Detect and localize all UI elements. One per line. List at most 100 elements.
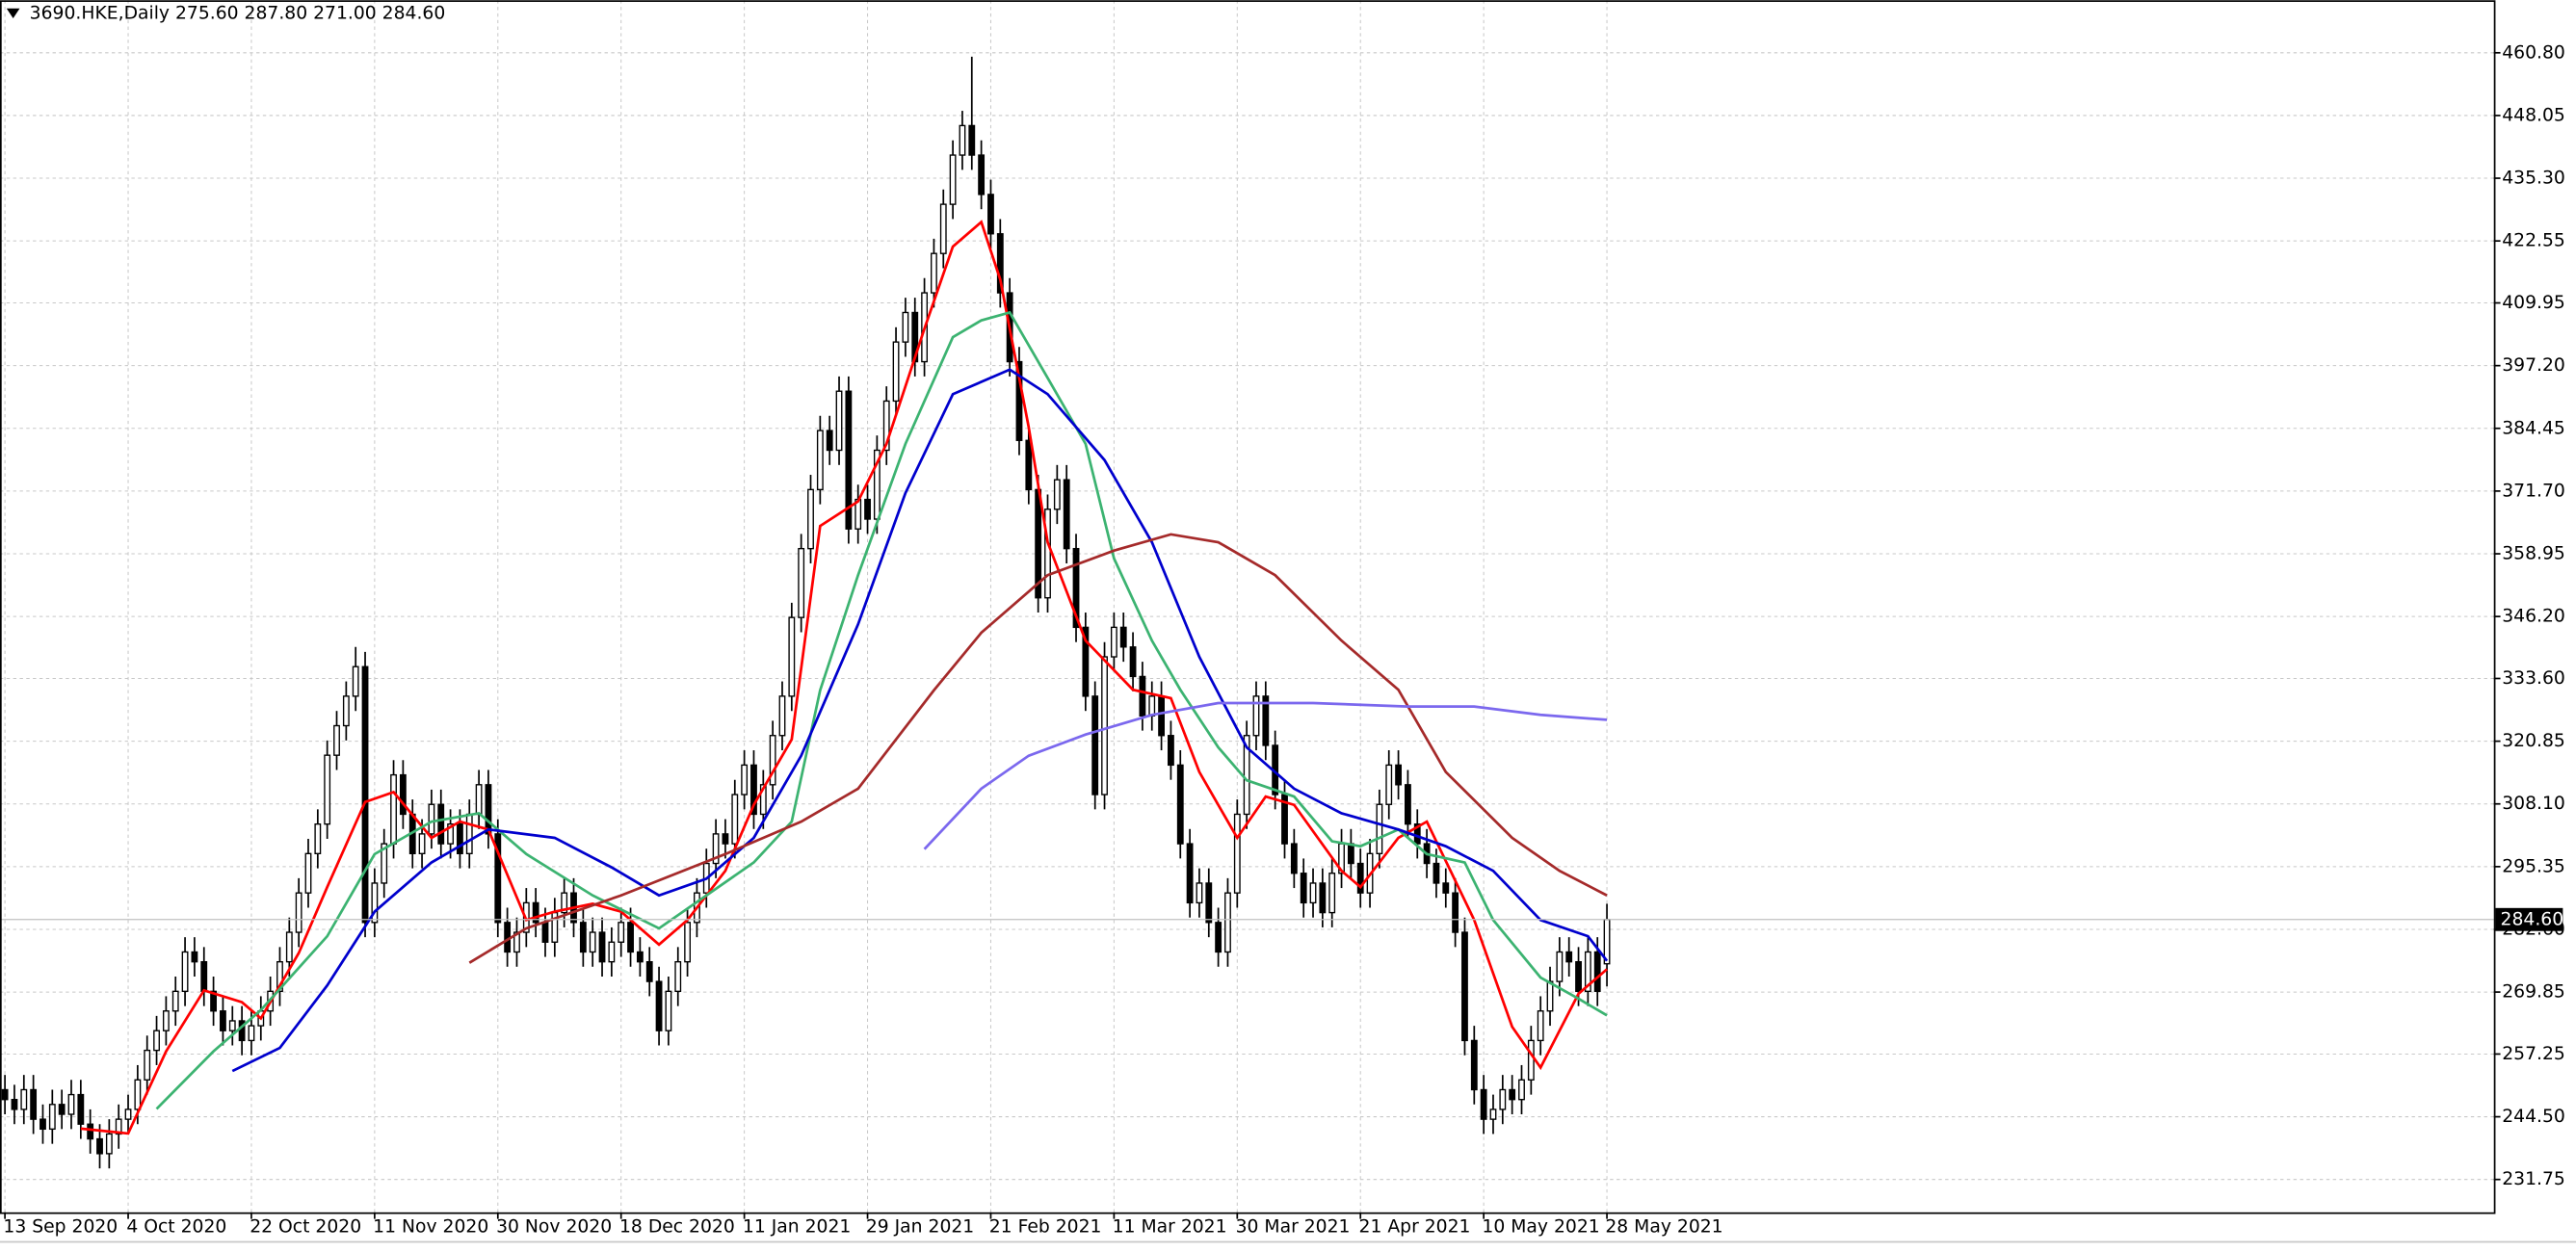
candle-body [996, 233, 1004, 294]
candle-body [144, 1049, 151, 1081]
candle-body [722, 833, 729, 845]
candle-body [1405, 784, 1411, 825]
candle-body [589, 931, 596, 953]
candle-body [494, 833, 502, 924]
candle-body [769, 735, 776, 786]
candle-body [864, 498, 871, 520]
candle-body [968, 124, 976, 156]
y-tick-label: 257.25 [2502, 1044, 2565, 1064]
candle-body [276, 961, 283, 993]
candle-body [1205, 882, 1213, 924]
candle-body [1015, 360, 1023, 441]
candle-body [191, 951, 198, 963]
x-tick-label: 10 May 2021 [1482, 1217, 1599, 1238]
candle-body [1148, 695, 1156, 717]
candle-body [39, 1118, 46, 1131]
candle-body [447, 822, 455, 845]
candle-body [1300, 873, 1307, 904]
candle-body [1224, 892, 1231, 953]
candle-body [67, 1093, 75, 1115]
candle-body [457, 822, 463, 855]
plot-frame [0, 0, 2496, 1214]
candle-body [579, 922, 587, 953]
candle-body [1433, 862, 1440, 884]
y-tick-label: 308.10 [2502, 794, 2565, 814]
candle-body [1129, 646, 1137, 678]
candle-body [390, 773, 397, 845]
candle-body [115, 1118, 122, 1135]
y-tick-label: 320.85 [2502, 731, 2565, 751]
candle-body [342, 695, 350, 727]
candle-body [418, 833, 426, 855]
candle-body [712, 833, 720, 865]
candle-body [1063, 479, 1070, 550]
last-price-label: 284.60 [2501, 909, 2564, 929]
candle-body [1328, 873, 1336, 914]
candle-body [987, 194, 994, 235]
candle-body [978, 154, 986, 196]
candle-body [513, 931, 520, 953]
candle-body [1082, 626, 1090, 697]
candle-body [1376, 803, 1383, 855]
candle-body [220, 1010, 226, 1031]
candle-body [1215, 922, 1222, 953]
candle-body [598, 931, 606, 963]
candle-body [1489, 1109, 1497, 1120]
candle-body [248, 1025, 255, 1042]
ma-line [155, 310, 1608, 1110]
candle-body [134, 1079, 142, 1110]
candle-body [1347, 843, 1354, 865]
y-tick-label: 422.55 [2502, 231, 2565, 251]
candle-body [1556, 951, 1564, 982]
candle-body [1470, 1039, 1478, 1091]
menu-arrow[interactable] [6, 8, 20, 19]
candle-body [333, 724, 340, 756]
candle-body [931, 252, 937, 294]
candle-body [20, 1088, 28, 1110]
x-tick-label: 28 May 2021 [1605, 1217, 1722, 1238]
candle-body [228, 1020, 236, 1031]
y-tick-label: 435.30 [2502, 169, 2565, 189]
candle-body [892, 341, 900, 403]
candle-body [561, 892, 568, 914]
candle-body [618, 922, 625, 943]
candle-body [532, 901, 539, 924]
candle-body [1158, 695, 1165, 737]
candle-body [200, 961, 208, 993]
candle-body [381, 843, 388, 884]
candle-body [1584, 951, 1591, 993]
candle-body [1509, 1088, 1516, 1101]
candle-body [1356, 862, 1364, 894]
y-tick-label: 244.50 [2502, 1107, 2565, 1127]
candle-body [30, 1088, 38, 1120]
candle-body [1262, 695, 1270, 746]
candle-body [949, 154, 957, 205]
candle-body [1527, 1039, 1535, 1081]
candle-body [1452, 892, 1459, 933]
candle-body [162, 1010, 170, 1031]
y-tick-label: 397.20 [2502, 355, 2565, 376]
x-tick-label: 29 Jan 2021 [866, 1217, 974, 1238]
candle-body [11, 1099, 18, 1110]
candle-body [665, 990, 672, 1031]
y-tick-label: 269.85 [2502, 982, 2565, 1003]
candle-body [882, 400, 890, 452]
candle-body [807, 488, 814, 550]
x-tick-label: 30 Mar 2021 [1236, 1217, 1351, 1238]
y-tick-label: 371.70 [2502, 481, 2565, 501]
candle-body [48, 1104, 56, 1131]
candle-body [674, 961, 682, 993]
candle-body [1290, 843, 1298, 874]
candle-body [1196, 882, 1203, 904]
x-tick-label: 18 Dec 2020 [619, 1217, 735, 1238]
candle-body [238, 1020, 246, 1042]
x-tick-label: 13 Sep 2020 [3, 1217, 118, 1238]
y-tick-label: 358.95 [2502, 544, 2565, 564]
ma-line [923, 701, 1608, 850]
candle-body [1176, 764, 1184, 845]
candle-body [1072, 547, 1080, 629]
candle-body [1119, 626, 1127, 648]
